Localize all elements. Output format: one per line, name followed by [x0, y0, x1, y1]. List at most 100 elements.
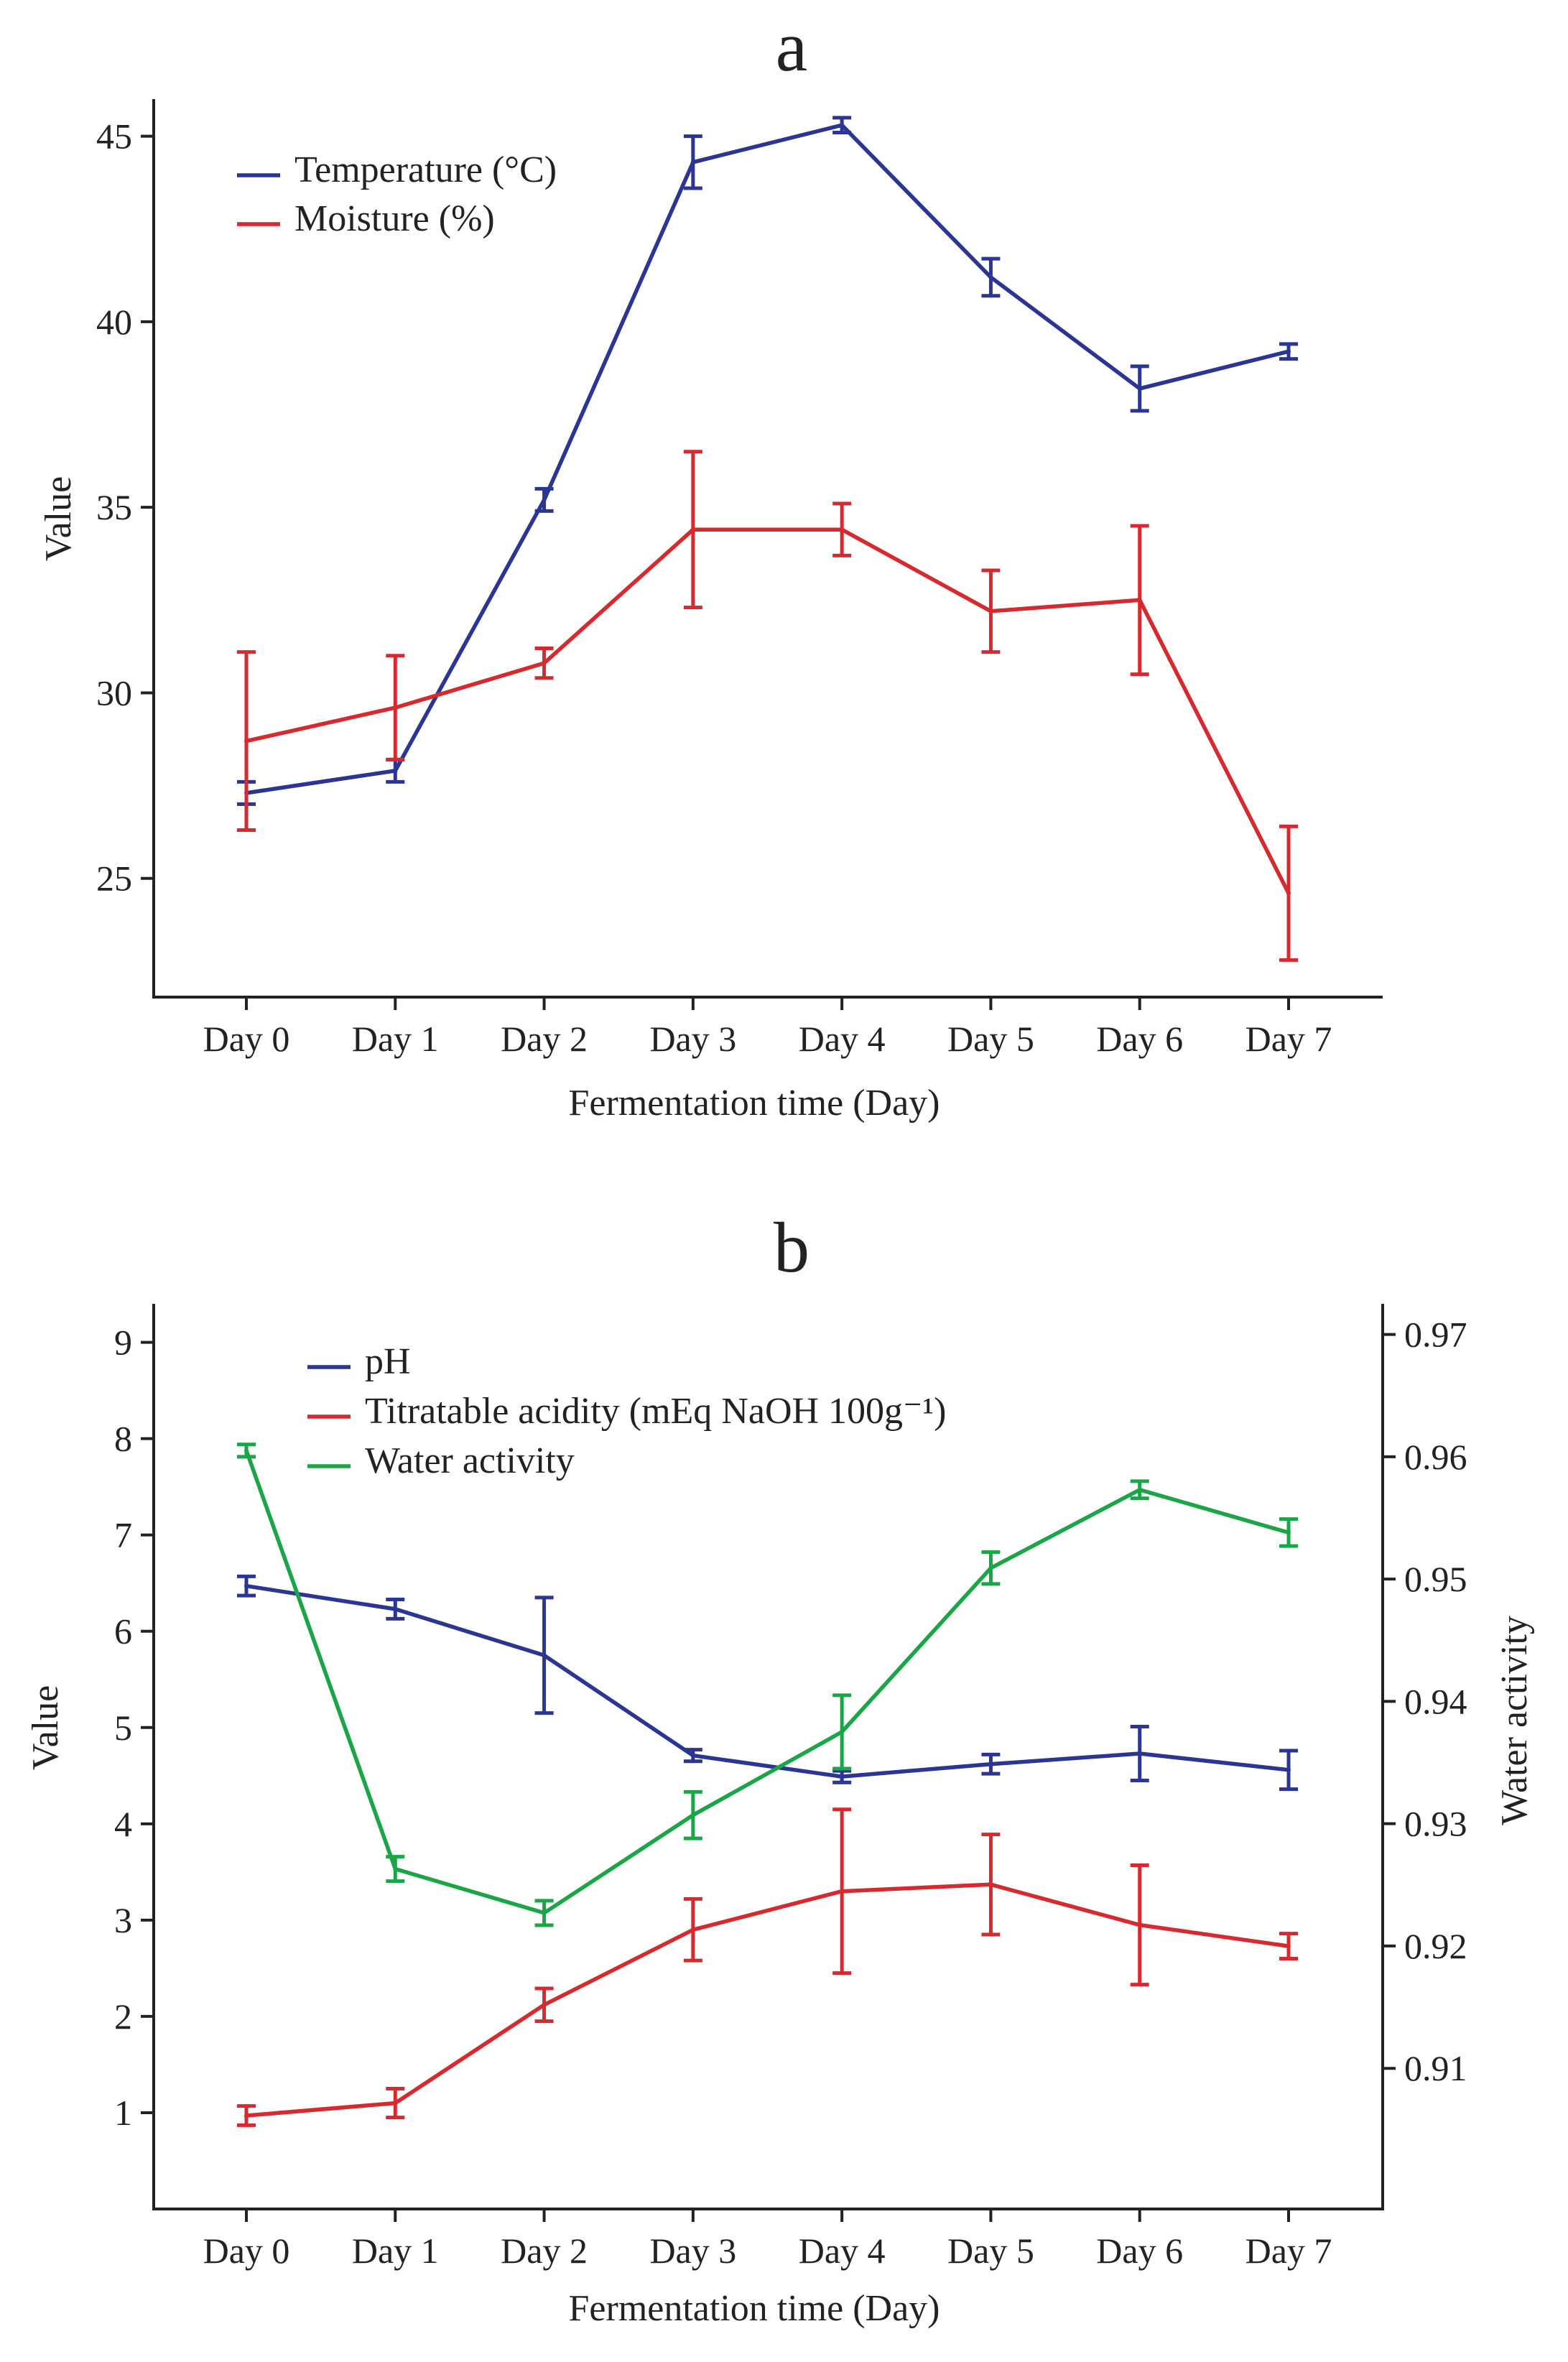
x-tick-label: Day 4: [799, 2231, 886, 2271]
panel-b-y-ticks: 1 2 3 4 5 6 7 8 9: [114, 1323, 154, 2133]
series-line-water-activity: [244, 1448, 1291, 1915]
x-tick-label: Day 5: [947, 1019, 1034, 1059]
y-tick-label: 2: [114, 1996, 132, 2037]
panel-b-legend: pH Titratable acidity (mEq NaOH 100g⁻¹) …: [307, 1341, 946, 1481]
legend-label-moisture: Moisture (%): [294, 198, 495, 239]
data-point-water-activity: [1286, 1530, 1291, 1535]
panel-b-series-layer: [237, 1442, 1298, 2127]
y2-tick-label: 0.96: [1404, 1437, 1467, 1477]
x-tick-label: Day 4: [799, 1019, 886, 1059]
data-point-titratable-acidity-meq-naoh-100g: [1137, 1922, 1142, 1927]
data-point-ph: [542, 1653, 547, 1658]
panel-a-x-axis-title: Fermentation time (Day): [569, 1083, 940, 1124]
panel-b-chart: b 1 2 3 4 5 6 7 8 9 0.91 0.92 0.93 0.94 0.95 0.96 0.97…: [25, 1208, 1535, 2329]
legend-label-temperature: Temperature (°C): [294, 149, 557, 190]
data-point-moisture: [988, 608, 993, 613]
data-point-ph: [1286, 1767, 1291, 1772]
legend-label-water-activity: Water activity: [365, 1440, 575, 1481]
data-point-temperature-c: [690, 159, 695, 165]
y-tick-label: 1: [114, 2093, 132, 2133]
x-tick-label: Day 6: [1096, 2231, 1183, 2271]
data-point-temperature-c: [840, 123, 845, 128]
y-tick-label: 8: [114, 1419, 132, 1459]
data-point-moisture: [244, 738, 249, 744]
data-point-titratable-acidity-meq-naoh-100g: [840, 1889, 845, 1894]
y-tick-label: 6: [114, 1611, 132, 1652]
y-tick-label: 5: [114, 1708, 132, 1748]
data-point-ph: [988, 1761, 993, 1766]
series-water-activity: [237, 1442, 1298, 1927]
y-tick-label: 4: [114, 1804, 132, 1844]
data-point-water-activity: [244, 1448, 249, 1453]
legend-label-titratable-acidity: Titratable acidity (mEq NaOH 100g⁻¹): [365, 1391, 946, 1432]
x-tick-label: Day 3: [649, 1019, 736, 1059]
legend-label-ph: pH: [365, 1341, 411, 1382]
x-tick-label: Day 6: [1096, 1019, 1183, 1059]
data-point-temperature-c: [1137, 386, 1142, 391]
data-point-ph: [1137, 1751, 1142, 1756]
series-ph: [237, 1574, 1298, 1792]
y2-tick-label: 0.94: [1404, 1681, 1467, 1721]
y-tick-label: 25: [96, 858, 132, 899]
data-point-titratable-acidity-meq-naoh-100g: [1286, 1944, 1291, 1949]
panel-b-y2-axis-title: Water activity: [1494, 1616, 1535, 1825]
panel-a-axes: [152, 99, 1383, 999]
y2-tick-label: 0.92: [1404, 1926, 1467, 1966]
x-tick-label: Day 0: [203, 2231, 290, 2271]
x-tick-label: Day 1: [352, 2231, 439, 2271]
series-line-ph: [244, 1583, 1291, 1779]
x-tick-label: Day 7: [1245, 2231, 1332, 2271]
data-point-moisture: [393, 705, 398, 710]
series-line-titratable-acidity-meq-naoh-100g: [244, 1882, 1291, 2118]
panel-b-axes: [152, 1304, 1384, 2210]
y-tick-label: 45: [96, 116, 132, 157]
x-tick-label: Day 2: [501, 2231, 588, 2271]
panel-b-x-axis-title: Fermentation time (Day): [569, 2288, 940, 2329]
panel-b-y2-ticks: 0.91 0.92 0.93 0.94 0.95 0.96 0.97: [1383, 1315, 1467, 2088]
y-tick-label: 9: [114, 1323, 132, 1363]
x-tick-label: Day 5: [947, 2231, 1034, 2271]
series-titratable-acidity-meq-naoh-100g: [237, 1807, 1298, 2127]
x-tick-label: Day 0: [203, 1019, 290, 1059]
series-line-moisture: [244, 527, 1291, 896]
y-tick-label: 40: [96, 302, 132, 342]
x-tick-label: Day 7: [1245, 1019, 1332, 1059]
data-point-temperature-c: [1286, 349, 1291, 354]
data-point-ph: [244, 1583, 249, 1588]
data-point-moisture: [1137, 598, 1142, 603]
x-tick-label: Day 1: [352, 1019, 439, 1059]
panel-a-series-layer: [237, 116, 1298, 962]
data-point-temperature-c: [988, 274, 993, 279]
data-point-titratable-acidity-meq-naoh-100g: [244, 2113, 249, 2118]
x-tick-label: Day 2: [501, 1019, 588, 1059]
data-point-titratable-acidity-meq-naoh-100g: [393, 2101, 398, 2106]
y-tick-label: 7: [114, 1515, 132, 1555]
panel-b-y-axis-title: Value: [25, 1685, 66, 1770]
data-point-titratable-acidity-meq-naoh-100g: [542, 2002, 547, 2007]
panel-a-legend: Temperature (°C) Moisture (%): [237, 149, 557, 239]
data-point-titratable-acidity-meq-naoh-100g: [690, 1927, 695, 1932]
panel-a-label: a: [776, 6, 807, 86]
data-point-ph: [393, 1606, 398, 1611]
panel-a-y-ticks: 25 30 35 40 45: [96, 116, 154, 899]
series-line-temperature-c: [244, 123, 1291, 795]
data-point-water-activity: [542, 1910, 547, 1915]
y2-tick-label: 0.91: [1404, 2048, 1467, 2088]
y2-tick-label: 0.93: [1404, 1804, 1467, 1844]
data-point-temperature-c: [393, 768, 398, 773]
data-point-water-activity: [690, 1812, 695, 1817]
data-point-water-activity: [1137, 1487, 1142, 1492]
data-point-moisture: [542, 661, 547, 666]
y2-tick-label: 0.97: [1404, 1315, 1467, 1355]
data-point-titratable-acidity-meq-naoh-100g: [988, 1882, 993, 1887]
data-point-water-activity: [393, 1866, 398, 1871]
data-point-water-activity: [840, 1729, 845, 1734]
data-point-ph: [840, 1774, 845, 1779]
data-point-moisture: [1286, 891, 1291, 896]
data-point-moisture: [840, 527, 845, 532]
panel-b-label: b: [774, 1208, 809, 1287]
data-point-ph: [690, 1753, 695, 1758]
x-tick-label: Day 3: [649, 2231, 736, 2271]
